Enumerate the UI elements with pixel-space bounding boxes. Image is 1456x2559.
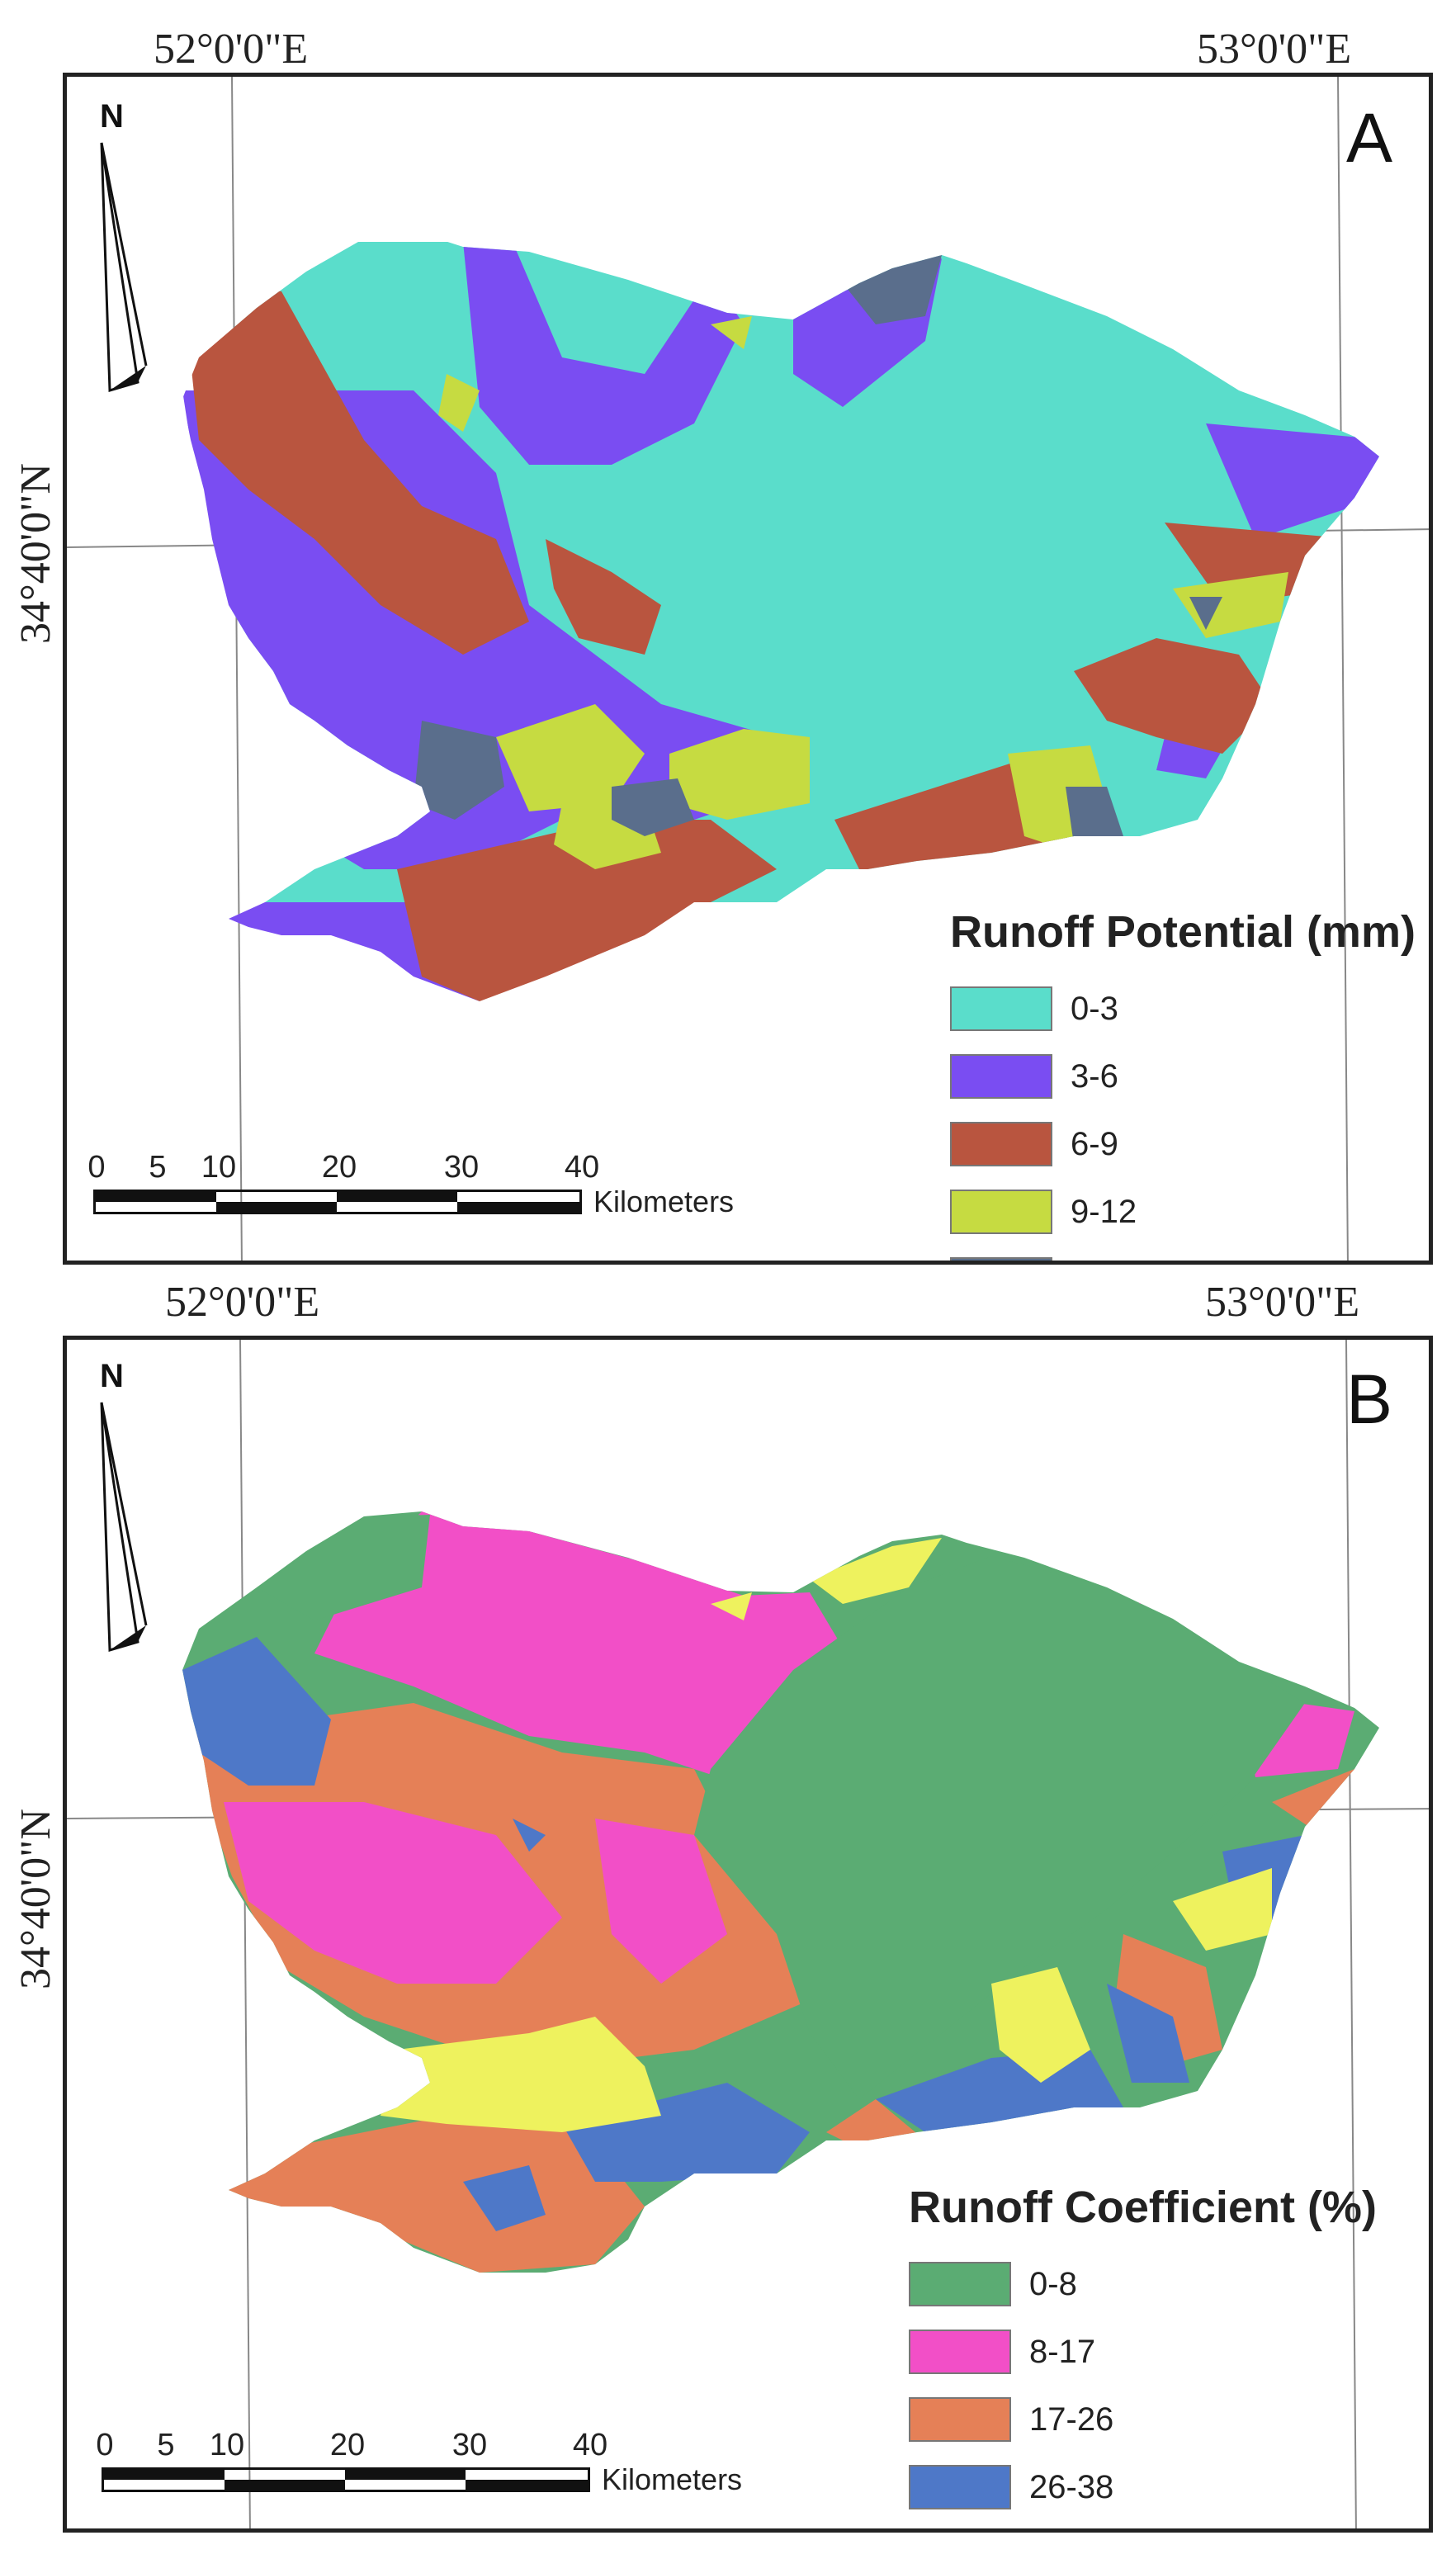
panel-b-legend: Runoff Coefficient (%) 0-8 8-17 17-26 26… (909, 2182, 1377, 2528)
graticule-lon-52 (231, 77, 243, 1261)
legend-label: 0-3 (1071, 990, 1118, 1027)
legend-item: 0-3 (950, 979, 1416, 1038)
legend-swatch (909, 2465, 1011, 2509)
scale-unit: Kilometers (593, 1185, 735, 1218)
panel-b-north-label: N (100, 1358, 124, 1394)
panel-b-legend-title: Runoff Coefficient (%) (909, 2183, 1377, 2232)
graticule-lon-52 (239, 1340, 251, 2528)
panel-a-lon-right: 53°0'0"E (1197, 26, 1352, 73)
panel-a-north-label: N (100, 98, 124, 135)
panel-b-zones (182, 1511, 1379, 2273)
scale-bar-segments (102, 2467, 590, 2492)
legend-label: 9-12 (1071, 1193, 1137, 1230)
scale-bar-segments (93, 1190, 582, 1214)
scale-tick: 40 (572, 2428, 608, 2462)
legend-item: 8-17 (909, 2322, 1377, 2382)
graticule-lon-53 (1345, 1340, 1357, 2528)
panel-a-letter: A (1346, 99, 1393, 177)
scale-tick: 20 (329, 2428, 366, 2462)
legend-item: 9-12 (950, 1182, 1416, 1242)
panel-b-letter: B (1346, 1360, 1393, 1438)
legend-label: 0-8 (1029, 2265, 1077, 2302)
legend-item: 6-9 (950, 1114, 1416, 1174)
panel-a-north-arrow (100, 142, 148, 392)
legend-swatch (909, 2330, 1011, 2374)
scale-tick: 0 (96, 2428, 114, 2462)
legend-item: 0-8 (909, 2254, 1377, 2314)
panel-b-lat-label: 34°40'0"N (12, 1809, 59, 1989)
legend-swatch (950, 1054, 1052, 1099)
legend-item: 17-26 (909, 2390, 1377, 2449)
scale-tick: 30 (443, 1150, 480, 1185)
legend-label: 26-38 (1029, 2468, 1114, 2505)
legend-label: 8-17 (1029, 2333, 1096, 2370)
legend-swatch (950, 1190, 1052, 1234)
scale-tick: 10 (209, 2428, 245, 2462)
panel-b-lon-left: 52°0'0"E (165, 1279, 320, 1326)
legend-label: 12-15 (1071, 1261, 1155, 1265)
legend-swatch (909, 2397, 1011, 2442)
panel-a-lon-left: 52°0'0"E (154, 26, 309, 73)
map-panel-b: B N Runoff Coefficient (%) 0-8 8-17 17-2… (63, 1336, 1433, 2533)
legend-label: 3-6 (1071, 1057, 1118, 1095)
legend-item: 26-38 (909, 2457, 1377, 2517)
scale-tick: 30 (451, 2428, 488, 2462)
legend-swatch (950, 986, 1052, 1031)
scale-tick: 5 (149, 1150, 167, 1185)
legend-label: 17-26 (1029, 2401, 1114, 2438)
panel-a-map (67, 77, 1429, 1261)
scale-tick: 5 (157, 2428, 175, 2462)
legend-swatch (909, 2262, 1011, 2306)
panel-a-legend-title: Runoff Potential (mm) (950, 907, 1416, 957)
scale-tick: 10 (201, 1150, 237, 1185)
scale-tick: 20 (321, 1150, 357, 1185)
panel-a-legend: Runoff Potential (mm) 0-3 3-6 6-9 9-12 1… (950, 906, 1416, 1265)
scale-tick: 0 (87, 1150, 106, 1185)
panel-a-scale-bar: 0 5 10 20 30 40 Kilometers (87, 1150, 735, 1218)
scale-tick: 40 (564, 1150, 600, 1185)
panel-a-zones (182, 242, 1379, 1001)
legend-item: 12-15 (950, 1250, 1416, 1265)
legend-swatch (950, 1122, 1052, 1166)
panel-b-scale-bar: 0 5 10 20 30 40 Kilometers (96, 2428, 743, 2496)
scale-unit: Kilometers (602, 2462, 743, 2496)
panel-b-map (67, 1340, 1429, 2528)
panel-a-lat-label: 34°40'0"N (12, 463, 59, 644)
map-panel-a: A N Runoff Potential (mm) 0-3 3-6 6-9 9-… (63, 73, 1433, 1265)
legend-swatch (950, 1257, 1052, 1261)
panel-b-lon-right: 53°0'0"E (1205, 1279, 1360, 1326)
panel-b-north-arrow (100, 1402, 148, 1652)
legend-item: 38-57 (909, 2525, 1377, 2528)
legend-label: 6-9 (1071, 1125, 1118, 1162)
graticule-lon-53 (1337, 77, 1349, 1261)
legend-item: 3-6 (950, 1047, 1416, 1106)
